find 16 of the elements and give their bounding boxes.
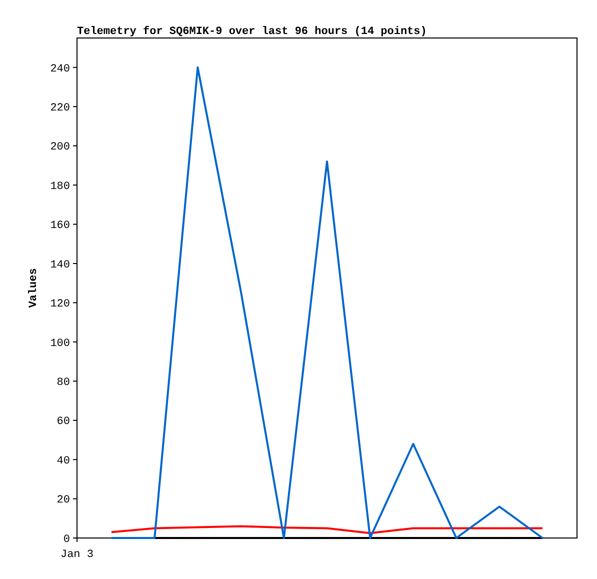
text: Jan 3 [60,549,94,561]
y-tick-label: 140 [50,259,70,272]
chart-title: Telemetry for SQ6MIK-9 over last 96 hours (14 points) [77,25,427,38]
y-tick-label: 120 [50,298,70,311]
y-tick-label: 0 [63,534,70,546]
y-tick-label: 160 [50,220,70,232]
y-tick-label: 40 [56,455,70,468]
y-tick-label: 100 [50,338,70,350]
y-tick-label: 180 [50,180,70,193]
y-tick-label: 20 [56,494,70,507]
y-tick-label: 200 [50,142,70,154]
y-tick-label: 60 [56,416,70,428]
y-tick-label: 220 [50,102,70,114]
y-tick-label: 240 [50,63,70,76]
y-axis-title: Values [28,268,40,308]
y-tick-label: 80 [56,376,70,389]
